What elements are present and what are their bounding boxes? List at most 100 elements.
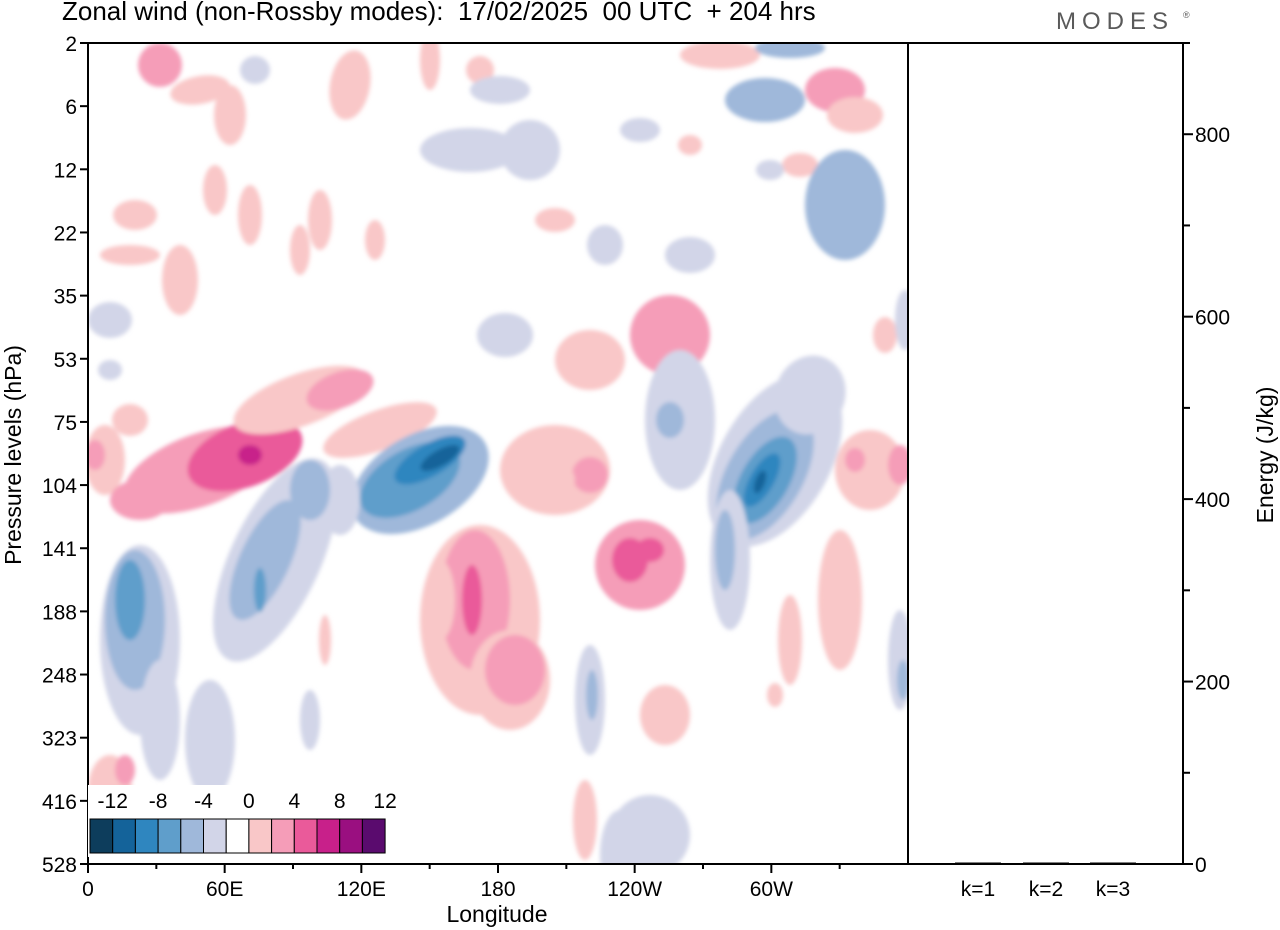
positive-wind-contour [290, 225, 310, 275]
negative-wind-contour [587, 225, 623, 265]
positive-wind-contour [238, 445, 262, 465]
energy-bar-label: k=1 [961, 878, 995, 901]
positive-wind-contour [365, 220, 385, 260]
positive-wind-contour [323, 402, 437, 458]
y-tick-label: 2 [65, 33, 77, 56]
colorbar-label: 12 [373, 790, 396, 813]
colorbar-swatch [180, 818, 205, 854]
negative-wind-contour [725, 78, 805, 122]
colorbar-swatch [203, 818, 227, 854]
positive-wind-contour [319, 615, 331, 665]
colorbar-label: -4 [194, 790, 213, 813]
energy-tick-label: 400 [1195, 489, 1230, 512]
positive-wind-contour [462, 565, 482, 635]
positive-wind-contour [138, 43, 182, 87]
energy-tick-label: 200 [1195, 672, 1230, 695]
colorbar-swatch [339, 818, 363, 854]
positive-wind-contour [636, 538, 664, 562]
positive-wind-contour [110, 480, 170, 520]
x-tick-label: 60W [750, 878, 793, 901]
positive-wind-contour [678, 135, 702, 155]
negative-wind-contour [753, 470, 767, 494]
colorbar-swatch [316, 818, 341, 854]
y-tick-label: 416 [42, 791, 77, 814]
negative-wind-contour [665, 237, 715, 273]
colorbar-swatch [248, 818, 273, 854]
x-tick-label: 180 [480, 878, 515, 901]
x-tick-label: 120E [337, 878, 386, 901]
negative-wind-contour [240, 56, 270, 84]
y-tick-label: 248 [42, 665, 77, 688]
positive-wind-contour [555, 330, 625, 390]
energy-tick-label: 0 [1195, 854, 1207, 877]
positive-wind-contour [782, 153, 818, 177]
y-tick-label: 75 [54, 412, 77, 435]
positive-wind-contour [214, 85, 246, 145]
negative-wind-contour [290, 460, 330, 520]
positive-wind-contour [420, 43, 440, 90]
energy-frame [907, 42, 1184, 865]
positive-wind-contour [525, 460, 575, 500]
negative-wind-contour [470, 76, 530, 104]
colorbar-label: 8 [334, 790, 346, 813]
negative-wind-contour [895, 290, 908, 350]
colorbar-label: -8 [149, 790, 168, 813]
energy-bars: k=1 k=2 k=3 [955, 862, 1136, 901]
energy-axis-title: Energy (J/kg) [1252, 387, 1278, 524]
positive-wind-contour [100, 245, 160, 265]
x-tick-label: 120W [607, 878, 662, 901]
negative-wind-contour [88, 302, 132, 338]
negative-wind-contour [715, 510, 735, 590]
y-tick-label: 6 [65, 96, 77, 119]
positive-wind-contour [308, 190, 332, 250]
positive-wind-contour [680, 43, 760, 69]
chart-title: Zonal wind (non-Rossby modes): 17/02/202… [62, 0, 816, 26]
y-tick-label: 35 [54, 286, 77, 309]
brand-registered-mark: ® [1183, 10, 1190, 20]
energy-bar-label: k=3 [1096, 878, 1130, 901]
negative-wind-contour [586, 670, 598, 720]
positive-wind-contour [573, 780, 597, 860]
colorbar: -12 -8 -4 0 4 8 12 [88, 785, 397, 857]
negative-wind-contour [115, 560, 145, 640]
positive-wind-contour [112, 404, 148, 436]
positive-wind-contour [238, 185, 262, 245]
x-tick-label: 0 [82, 878, 94, 901]
positive-wind-contour [873, 317, 897, 353]
y-tick-label: 53 [54, 349, 77, 372]
y-tick-label: 141 [42, 538, 77, 561]
negative-wind-contour [500, 120, 560, 180]
positive-wind-contour [640, 685, 690, 745]
x-tick-label: 60E [206, 878, 243, 901]
colorbar-label: 4 [288, 790, 300, 813]
positive-wind-contour [113, 200, 157, 230]
negative-wind-contour [98, 360, 122, 380]
positive-wind-contour [818, 530, 862, 670]
negative-wind-contour [656, 402, 684, 438]
x-axis-title: Longitude [446, 901, 547, 927]
negative-wind-contour [229, 500, 301, 620]
positive-wind-contour [466, 56, 494, 84]
positive-wind-contour [535, 208, 575, 232]
colorbar-label: -12 [98, 790, 128, 813]
negative-wind-contour [254, 568, 266, 612]
negative-wind-contour [755, 43, 825, 58]
positive-wind-contour [827, 97, 883, 133]
colorbar-swatch [271, 818, 295, 854]
colorbar-swatch [293, 818, 318, 854]
colorbar-swatch [361, 818, 386, 854]
positive-wind-contour [778, 595, 802, 685]
colorbar-swatch [112, 818, 136, 854]
negative-wind-contour [140, 660, 180, 780]
y-tick-label: 188 [42, 601, 77, 624]
wind-field-contours [88, 43, 908, 864]
y-tick-label: 528 [42, 854, 77, 877]
colorbar-label: 0 [243, 790, 255, 813]
positive-wind-contour [572, 457, 608, 493]
y-tick-label: 12 [54, 159, 77, 182]
positive-wind-contour [485, 635, 545, 705]
positive-wind-contour [767, 683, 783, 707]
positive-wind-contour [425, 560, 455, 640]
